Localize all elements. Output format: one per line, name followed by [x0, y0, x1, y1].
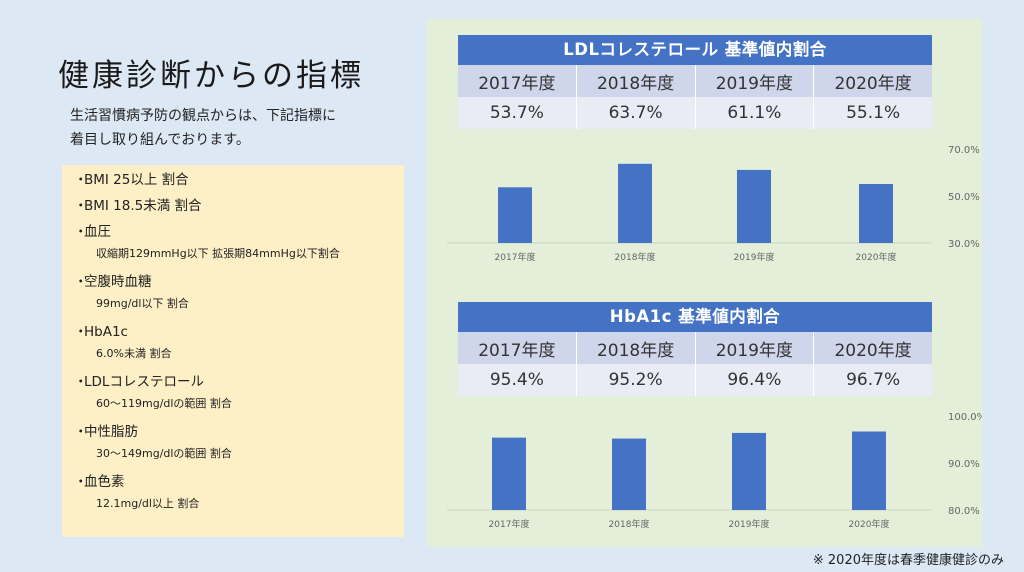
- x-tick-label: 2017年度: [489, 518, 530, 530]
- x-tick-label: 2018年度: [615, 251, 656, 263]
- metrics-list: ・BMI 25以上 割合 ・BMI 18.5未満 割合 ・血圧 収縮期129mmH…: [62, 165, 404, 537]
- intro-text: 生活習慣病予防の観点からは、下記指標に 着目し取り組んでおります。: [70, 104, 415, 152]
- ldl-bar-chart: 70.0% 50.0% 30.0% 2017年度 2018年度 2019年度 2020年度: [447, 145, 980, 263]
- hba1c-value-row: 95.4% 95.2% 96.4% 96.7%: [458, 364, 932, 396]
- year-cell: 2018年度: [576, 65, 696, 97]
- year-cell: 2020年度: [814, 332, 932, 364]
- bullet-icon: ・: [74, 198, 88, 214]
- metric-item: ・LDLコレステロール 60〜119mg/dlの範囲 割合: [74, 371, 404, 414]
- bullet-icon: ・: [74, 172, 88, 188]
- y-tick-label: 30.0%: [948, 239, 980, 250]
- y-tick-label: 80.0%: [948, 506, 980, 517]
- metric-label: 血圧: [84, 224, 111, 240]
- value-cell: 55.1%: [814, 97, 932, 129]
- bar: [859, 184, 893, 243]
- y-tick-label: 70.0%: [948, 145, 980, 156]
- footnote: ※ 2020年度は春季健康健診のみ: [812, 553, 1004, 568]
- charts-panel: LDLコレステロール 基準値内割合 2017年度 2018年度 2019年度 2…: [427, 19, 982, 547]
- page-title: 健康診断からの指標: [58, 58, 364, 94]
- bar: [612, 438, 646, 510]
- year-cell: 2020年度: [814, 65, 932, 97]
- bar: [732, 432, 766, 510]
- ldl-year-row: 2017年度 2018年度 2019年度 2020年度: [458, 65, 932, 97]
- year-cell: 2017年度: [458, 65, 577, 97]
- metric-criteria: 30〜149mg/dlの範囲 割合: [96, 447, 232, 460]
- year-cell: 2017年度: [458, 332, 577, 364]
- x-tick-label: 2020年度: [849, 518, 890, 530]
- intro-line: 着目し取り組んでおります。: [70, 132, 250, 148]
- value-cell: 61.1%: [695, 97, 815, 129]
- bar: [618, 163, 652, 243]
- hba1c-table-title: HbA1c 基準値内割合: [458, 302, 932, 332]
- metric-label: 中性脂肪: [84, 424, 138, 440]
- metric-item: ・空腹時血糖 99mg/dl以下 割合: [74, 271, 404, 314]
- metric-label: 血色素: [84, 474, 125, 490]
- metric-criteria: 12.1mg/dl以上 割合: [96, 497, 200, 510]
- metric-item: ・血色素 12.1mg/dl以上 割合: [74, 471, 404, 514]
- metric-label: LDLコレステロール: [84, 374, 204, 390]
- metric-label: 空腹時血糖: [84, 274, 152, 290]
- ldl-stat-table: LDLコレステロール 基準値内割合 2017年度 2018年度 2019年度 2…: [458, 35, 932, 129]
- value-cell: 53.7%: [458, 97, 577, 129]
- bar: [498, 187, 532, 243]
- metric-criteria: 99mg/dl以下 割合: [96, 297, 189, 310]
- y-tick-label: 50.0%: [948, 192, 980, 203]
- metric-item: ・HbA1c 6.0%未満 割合: [74, 321, 404, 364]
- x-tick-label: 2019年度: [729, 518, 770, 530]
- year-cell: 2019年度: [695, 332, 815, 364]
- value-cell: 63.7%: [576, 97, 696, 129]
- metric-label: HbA1c: [84, 324, 128, 340]
- value-cell: 95.4%: [458, 364, 577, 396]
- bullet-icon: ・: [74, 474, 88, 490]
- intro-line: 生活習慣病予防の観点からは、下記指標に: [70, 108, 336, 124]
- bar: [737, 169, 771, 243]
- bullet-icon: ・: [74, 224, 88, 240]
- x-tick-label: 2018年度: [609, 518, 650, 530]
- year-cell: 2018年度: [576, 332, 696, 364]
- value-cell: 95.2%: [576, 364, 696, 396]
- hba1c-bar-chart: 100.0% 90.0% 80.0% 2017年度 2018年度 2019年度 2020年度: [447, 412, 982, 530]
- metric-item: ・中性脂肪 30〜149mg/dlの範囲 割合: [74, 421, 404, 464]
- hba1c-stat-table: HbA1c 基準値内割合 2017年度 2018年度 2019年度 2020年度…: [458, 302, 932, 396]
- bullet-icon: ・: [74, 424, 88, 440]
- value-cell: 96.4%: [695, 364, 815, 396]
- x-tick-label: 2020年度: [856, 251, 897, 263]
- bullet-icon: ・: [74, 274, 88, 290]
- metric-label: BMI 18.5未満 割合: [84, 198, 202, 214]
- ldl-table-title: LDLコレステロール 基準値内割合: [458, 35, 932, 65]
- metric-criteria: 60〜119mg/dlの範囲 割合: [96, 397, 232, 410]
- ldl-value-row: 53.7% 63.7% 61.1% 55.1%: [458, 97, 932, 129]
- bar: [852, 431, 886, 510]
- metric-item: ・血圧収縮期129mmHg以下 拡張期84mmHg以下割合: [74, 221, 404, 264]
- y-tick-label: 90.0%: [948, 459, 980, 470]
- hba1c-year-row: 2017年度 2018年度 2019年度 2020年度: [458, 332, 932, 364]
- x-tick-label: 2017年度: [495, 251, 536, 263]
- year-cell: 2019年度: [695, 65, 815, 97]
- metric-criteria: 収縮期129mmHg以下 拡張期84mmHg以下割合: [96, 247, 340, 260]
- bullet-icon: ・: [74, 374, 88, 390]
- y-tick-label: 100.0%: [948, 412, 982, 423]
- metric-item: ・BMI 18.5未満 割合: [74, 195, 404, 218]
- bullet-icon: ・: [74, 324, 88, 340]
- metric-item: ・BMI 25以上 割合: [74, 169, 404, 192]
- metric-criteria: 6.0%未満 割合: [96, 347, 172, 360]
- x-tick-label: 2019年度: [734, 251, 775, 263]
- metric-label: BMI 25以上 割合: [84, 172, 189, 188]
- value-cell: 96.7%: [814, 364, 932, 396]
- bar: [492, 437, 526, 510]
